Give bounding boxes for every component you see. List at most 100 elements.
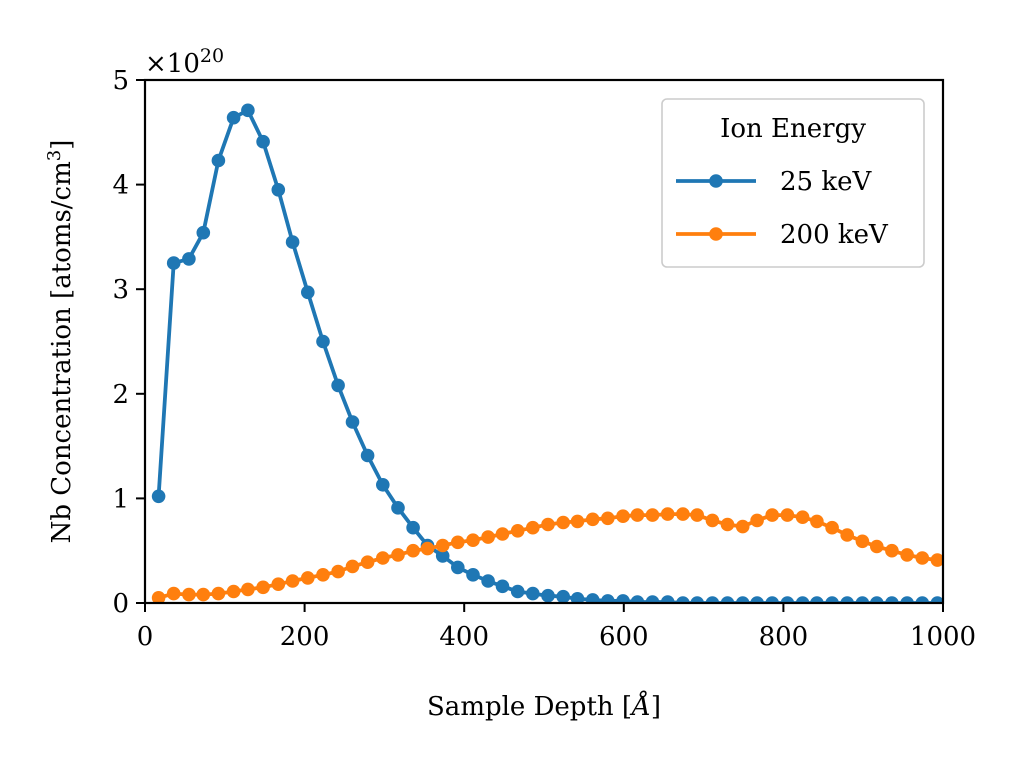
- data-point: [316, 334, 330, 349]
- x-axis-label: Sample Depth [Å]: [427, 690, 661, 722]
- data-point: [780, 508, 795, 522]
- y-axis-label-end: ]: [47, 140, 77, 150]
- y-tick-label: 1: [112, 484, 129, 514]
- data-point: [900, 548, 914, 562]
- data-point: [780, 596, 795, 603]
- data-point: [825, 520, 839, 535]
- data-point: [735, 596, 750, 603]
- data-point: [840, 596, 854, 603]
- data-point: [495, 579, 510, 594]
- data-point: [810, 596, 824, 603]
- data-point: [825, 596, 839, 603]
- data-point: [466, 533, 480, 547]
- y-tick-label: 4: [112, 171, 129, 201]
- plot-marks: [151, 103, 943, 603]
- data-point: [660, 507, 675, 521]
- legend-label: 200 keV: [780, 220, 889, 250]
- data-point: [331, 378, 345, 393]
- data-point: [601, 511, 615, 526]
- data-point: [196, 587, 211, 602]
- data-point: [840, 528, 854, 542]
- data-point: [676, 596, 690, 603]
- data-point: [900, 596, 914, 603]
- data-point: [316, 568, 330, 582]
- x-tick-label: 1000: [910, 622, 976, 652]
- data-point: [182, 252, 196, 266]
- data-point: [690, 596, 704, 603]
- data-point: [885, 596, 899, 603]
- data-point: [256, 134, 270, 149]
- data-point: [451, 560, 465, 575]
- y-axis-label: Nb Concentration [atoms/cm3]: [44, 140, 77, 544]
- data-point: [360, 555, 375, 569]
- data-point: [301, 285, 315, 300]
- data-point: [630, 508, 645, 522]
- data-point: [585, 593, 600, 603]
- x-tick-label: 600: [599, 622, 649, 652]
- data-point: [510, 524, 525, 538]
- legend-box: [661, 98, 925, 268]
- data-point: [570, 592, 585, 603]
- data-point: [735, 519, 750, 534]
- data-point: [526, 586, 540, 601]
- legend-entries: 25 keV 200 keV: [676, 167, 889, 250]
- y-tick-label: 5: [112, 66, 129, 96]
- x-tick-label: 0: [137, 622, 154, 652]
- data-point: [585, 512, 600, 527]
- x-axis-label-main: Sample Depth [: [427, 692, 632, 722]
- data-point: [271, 183, 286, 197]
- data-point: [630, 595, 645, 603]
- data-point: [915, 551, 930, 565]
- data-point: [151, 591, 166, 603]
- data-point: [360, 448, 375, 463]
- y-offset-base: ×10: [145, 49, 200, 79]
- data-point: [750, 596, 764, 603]
- data-point: [720, 517, 735, 532]
- data-point: [271, 577, 286, 591]
- data-point: [196, 225, 211, 240]
- data-point: [406, 543, 420, 558]
- axis-ticks: 0 200 400 600 800 1000 0 1 2 3 4 5: [112, 66, 976, 652]
- data-point: [765, 596, 779, 603]
- legend-entry: 200 keV: [676, 220, 889, 250]
- data-point: [720, 596, 735, 603]
- data-point: [541, 517, 555, 532]
- data-point: [915, 596, 930, 603]
- series-1: [151, 507, 943, 603]
- data-point: [601, 594, 615, 603]
- x-tick-label: 400: [439, 622, 489, 652]
- axes-frame: [143, 78, 945, 605]
- y-tick-label: 3: [112, 275, 129, 305]
- data-point: [435, 549, 450, 563]
- data-point: [211, 586, 226, 601]
- data-point: [690, 508, 704, 522]
- data-point: [705, 513, 720, 528]
- data-point: [705, 596, 720, 603]
- data-point: [241, 582, 255, 597]
- data-point: [391, 501, 405, 515]
- data-point: [376, 478, 390, 492]
- data-point: [285, 235, 300, 249]
- y-axis-label-main: Nb Concentration [atoms/cm: [47, 161, 77, 543]
- y-tick-label: 0: [112, 589, 129, 619]
- data-point: [645, 508, 660, 522]
- data-point: [345, 559, 360, 574]
- data-point: [855, 534, 870, 549]
- y-axis-label-superscript: 3: [44, 150, 65, 161]
- x-axis-label-end: ]: [651, 692, 661, 722]
- data-point: [810, 514, 824, 529]
- data-point: [466, 568, 480, 582]
- data-point: [885, 543, 899, 558]
- data-point: [256, 580, 270, 595]
- legend-title: Ion Energy: [720, 114, 866, 144]
- legend-marker: [709, 174, 723, 188]
- data-point: [855, 596, 870, 603]
- legend: Ion Energy 25 keV 200 keV: [661, 98, 925, 268]
- data-point: [645, 595, 660, 603]
- data-point: [241, 103, 255, 118]
- data-point: [660, 595, 675, 603]
- series-0: [151, 103, 943, 603]
- data-point: [570, 514, 585, 529]
- data-point: [226, 110, 241, 125]
